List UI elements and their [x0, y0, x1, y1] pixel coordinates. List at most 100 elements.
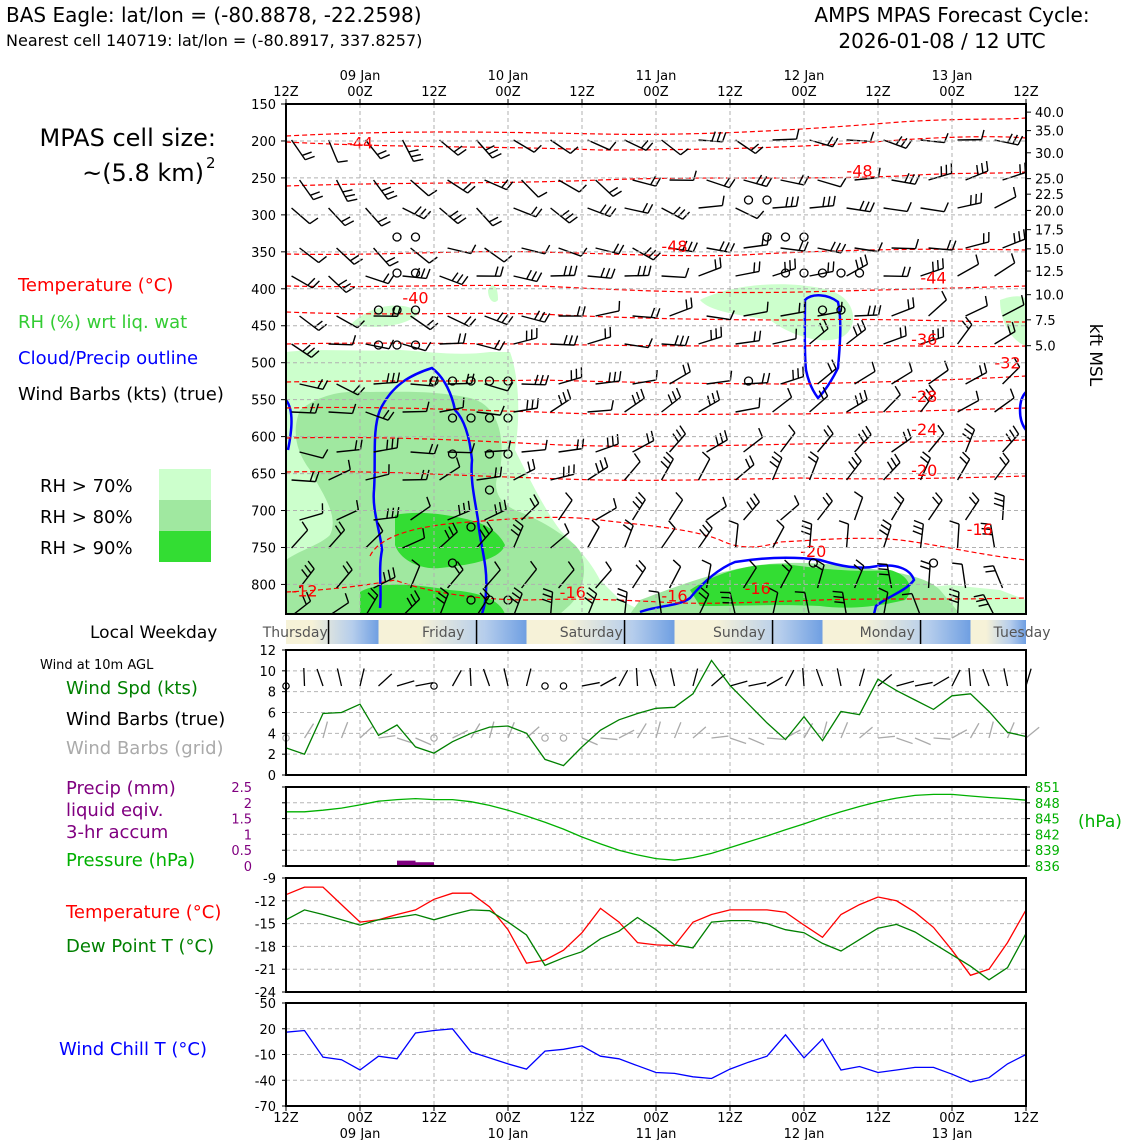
- wind-barb-staff: [365, 207, 383, 227]
- wind-barb-staff: [521, 179, 539, 198]
- wind-barb-staff: [372, 179, 389, 200]
- wind-barb-feather: [758, 427, 764, 438]
- kft-axis-label: kft MSL: [1085, 324, 1105, 387]
- wind-barb-staff: [291, 479, 316, 483]
- wind-barb-feather: [937, 424, 945, 434]
- wind-barb-feather: [391, 438, 394, 449]
- wind-barb-feather: [456, 274, 464, 284]
- wind-barb-feather: [377, 216, 388, 223]
- wind-barb-staff: [956, 324, 973, 345]
- wind-barb-feather: [922, 451, 931, 459]
- surface-barb-grid: [711, 735, 729, 739]
- pressure-tick-label: 200: [251, 135, 276, 150]
- temperature-panel: -24 -21 -18 -15 -12 -9: [255, 872, 1027, 1001]
- wind-barb-feather: [914, 238, 920, 249]
- calm-circle: [430, 682, 438, 690]
- wind-barb-feather: [906, 266, 911, 277]
- wind-barb-staff: [587, 593, 598, 614]
- wind-barb-staff: [336, 509, 359, 521]
- wind-barb-feather: [952, 562, 963, 565]
- wind-barb-staff: [365, 139, 382, 160]
- surface-barb-grid: [988, 721, 994, 739]
- wind-barb-feather: [813, 564, 824, 571]
- surface-barb-grid: [303, 723, 315, 739]
- wind-barb-staff: [365, 275, 389, 285]
- kft-tick-label: 7.5: [1035, 314, 1056, 329]
- wind-barb-staff: [521, 502, 540, 521]
- wind-barb-feather: [794, 591, 805, 594]
- bottom-hour-label: 00Z: [643, 1111, 669, 1126]
- wind-barb-feather: [809, 451, 819, 459]
- wind-barb-staff: [956, 458, 971, 481]
- calm-circle: [928, 558, 939, 568]
- wind-barb-feather: [819, 322, 825, 333]
- wind-barb-feather: [684, 267, 690, 278]
- wind-barb-feather: [834, 601, 845, 604]
- wind-barb-feather: [690, 297, 693, 308]
- wind-barb-feather: [894, 453, 901, 463]
- wind-barb-staff: [919, 524, 925, 549]
- wind-barb-feather: [411, 559, 421, 567]
- wind-barb-feather: [499, 405, 505, 416]
- wind-barb-feather: [895, 136, 903, 146]
- pressure-tick-label: 550: [251, 394, 276, 409]
- bottom-hour-label: 12Z: [273, 1111, 299, 1126]
- wind-barb-staff: [854, 370, 876, 385]
- wind-barb-feather: [514, 519, 524, 527]
- wind-barb-feather: [613, 243, 620, 253]
- bottom-hour-label: 12Z: [569, 1111, 595, 1126]
- calm-circle: [410, 305, 421, 315]
- wind-barb-feather: [913, 525, 923, 531]
- wind-barb-staff: [661, 396, 681, 413]
- bottom-date-label: 12 Jan: [784, 1127, 825, 1140]
- wind-barb-feather: [951, 240, 957, 251]
- wind-barb-feather: [535, 208, 543, 218]
- wind-barb-feather: [391, 507, 395, 518]
- wind-barb-feather: [827, 362, 833, 373]
- wind-barb-feather: [675, 387, 682, 398]
- wind-barb-feather: [468, 318, 477, 327]
- bottom-time-axis: 12Z 00Z 12Z 00Z 12Z 00Z 12Z 00Z 12Z 00Z 12Z 09 Jan 1…: [273, 1106, 1039, 1140]
- surface-barb-grid: [359, 726, 373, 739]
- calm-circle: [466, 595, 476, 605]
- wind-barb-staff: [632, 315, 657, 319]
- wind-barb-feather: [859, 256, 864, 268]
- wind-barb-feather: [723, 430, 728, 441]
- wind-barb-staff: [624, 343, 649, 349]
- pressure-legend: Pressure (hPa): [66, 850, 195, 871]
- wind-barb-staff: [299, 247, 320, 264]
- wind-barb-staff: [328, 529, 346, 549]
- wind-barb-feather: [433, 444, 439, 455]
- surface-barb-grid: [859, 726, 873, 739]
- wind-barb-feather: [948, 598, 959, 604]
- wind-barb-feather: [314, 320, 323, 328]
- wind-barb-feather: [827, 196, 831, 207]
- wind-barb-feather: [457, 504, 461, 515]
- wind-barb-feather: [966, 423, 975, 431]
- wind-barb-feather: [387, 274, 395, 285]
- wind-barb-feather: [387, 569, 391, 580]
- surface-barb-true: [618, 669, 629, 687]
- wind-barb-feather: [603, 457, 609, 468]
- cell-size-value: ~(5.8 km): [82, 159, 204, 187]
- wind-barb-staff: [883, 462, 901, 481]
- wind-barb-feather: [904, 325, 907, 336]
- wind-barb-feather: [314, 403, 320, 414]
- surface-barb-true: [784, 669, 795, 687]
- wind-barb-feather: [671, 391, 677, 401]
- wind-barb-feather: [340, 216, 351, 223]
- wind-barb-feather: [351, 335, 357, 346]
- wind-barb-feather: [832, 195, 836, 206]
- kft-tick-label: 35.0: [1035, 125, 1064, 140]
- wind-barb-feather: [318, 323, 328, 331]
- wind-barb-feather: [314, 471, 320, 482]
- surface-barb-true: [303, 667, 306, 687]
- precip-ytick-label: 2.5: [231, 781, 252, 796]
- wind-barb-staff: [735, 139, 756, 155]
- wind-barb-feather: [342, 565, 350, 575]
- wind-barb-feather: [388, 339, 395, 350]
- wind-barb-staff: [846, 399, 868, 413]
- wind-barb-staff: [735, 207, 758, 220]
- wind-barb-feather: [913, 519, 924, 525]
